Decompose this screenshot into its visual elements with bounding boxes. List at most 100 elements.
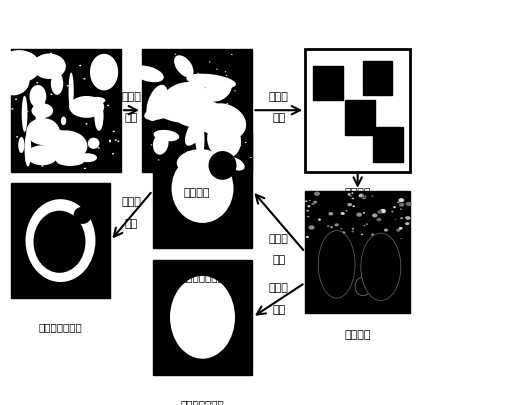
Ellipse shape bbox=[177, 150, 218, 174]
Circle shape bbox=[50, 94, 53, 96]
Ellipse shape bbox=[44, 131, 87, 162]
Circle shape bbox=[79, 66, 81, 67]
Circle shape bbox=[146, 75, 148, 76]
Circle shape bbox=[400, 217, 403, 220]
Ellipse shape bbox=[208, 152, 237, 180]
Circle shape bbox=[351, 193, 353, 194]
Circle shape bbox=[396, 229, 400, 232]
Circle shape bbox=[378, 234, 382, 237]
Circle shape bbox=[361, 196, 367, 200]
Circle shape bbox=[363, 213, 365, 214]
Circle shape bbox=[408, 223, 410, 224]
Circle shape bbox=[366, 224, 368, 226]
Circle shape bbox=[98, 63, 100, 64]
Ellipse shape bbox=[0, 51, 41, 83]
Circle shape bbox=[209, 98, 211, 99]
FancyBboxPatch shape bbox=[11, 50, 121, 172]
Circle shape bbox=[97, 148, 99, 149]
Circle shape bbox=[384, 229, 388, 232]
Text: 细胞核: 细胞核 bbox=[269, 233, 289, 243]
Circle shape bbox=[352, 206, 355, 208]
Circle shape bbox=[378, 237, 381, 239]
Ellipse shape bbox=[25, 132, 31, 167]
Circle shape bbox=[378, 211, 382, 214]
Circle shape bbox=[341, 213, 345, 215]
FancyBboxPatch shape bbox=[305, 50, 410, 172]
FancyBboxPatch shape bbox=[313, 67, 343, 101]
Circle shape bbox=[15, 99, 17, 101]
Circle shape bbox=[84, 168, 86, 170]
Ellipse shape bbox=[51, 73, 63, 96]
Ellipse shape bbox=[78, 154, 97, 163]
Text: 白细胞: 白细胞 bbox=[269, 283, 289, 293]
Ellipse shape bbox=[199, 101, 219, 132]
Text: 细胞质分割结果: 细胞质分割结果 bbox=[38, 321, 83, 331]
Circle shape bbox=[393, 207, 396, 209]
Text: 裁剪结果: 裁剪结果 bbox=[345, 188, 371, 197]
Ellipse shape bbox=[74, 207, 92, 224]
Circle shape bbox=[115, 140, 117, 141]
Circle shape bbox=[64, 134, 66, 136]
Ellipse shape bbox=[18, 138, 24, 153]
Text: 分割: 分割 bbox=[125, 218, 138, 228]
Ellipse shape bbox=[33, 54, 66, 80]
Circle shape bbox=[327, 226, 329, 227]
FancyBboxPatch shape bbox=[373, 128, 403, 162]
Circle shape bbox=[346, 211, 347, 212]
Ellipse shape bbox=[332, 246, 351, 271]
Ellipse shape bbox=[149, 98, 189, 123]
Circle shape bbox=[244, 121, 245, 122]
Circle shape bbox=[405, 223, 409, 226]
Text: 白细胞: 白细胞 bbox=[122, 92, 141, 101]
Circle shape bbox=[83, 79, 85, 80]
Ellipse shape bbox=[22, 96, 27, 132]
Circle shape bbox=[80, 149, 83, 151]
Ellipse shape bbox=[171, 155, 234, 224]
Text: 白细胞分割结果: 白细胞分割结果 bbox=[180, 398, 225, 405]
Circle shape bbox=[356, 213, 362, 217]
Ellipse shape bbox=[26, 146, 58, 166]
Ellipse shape bbox=[35, 94, 45, 126]
Circle shape bbox=[45, 148, 47, 149]
Circle shape bbox=[358, 194, 365, 198]
FancyBboxPatch shape bbox=[345, 101, 375, 135]
Ellipse shape bbox=[64, 143, 80, 160]
Circle shape bbox=[113, 131, 115, 133]
Circle shape bbox=[99, 67, 101, 68]
Circle shape bbox=[158, 160, 159, 161]
Ellipse shape bbox=[144, 99, 190, 121]
Ellipse shape bbox=[194, 115, 205, 157]
Circle shape bbox=[56, 143, 58, 145]
Circle shape bbox=[42, 151, 44, 152]
Circle shape bbox=[231, 55, 232, 56]
Ellipse shape bbox=[154, 130, 179, 142]
Ellipse shape bbox=[153, 134, 168, 155]
Circle shape bbox=[329, 213, 333, 216]
Circle shape bbox=[245, 143, 247, 144]
Circle shape bbox=[399, 198, 404, 203]
FancyBboxPatch shape bbox=[153, 134, 252, 249]
Circle shape bbox=[117, 141, 119, 143]
Circle shape bbox=[307, 216, 309, 218]
Circle shape bbox=[85, 124, 87, 125]
Ellipse shape bbox=[26, 200, 96, 282]
Circle shape bbox=[67, 86, 69, 87]
Ellipse shape bbox=[361, 234, 401, 301]
Circle shape bbox=[12, 109, 14, 111]
Ellipse shape bbox=[185, 109, 211, 146]
Circle shape bbox=[21, 70, 23, 71]
Circle shape bbox=[406, 217, 411, 220]
Circle shape bbox=[347, 203, 352, 207]
Circle shape bbox=[197, 74, 199, 75]
Circle shape bbox=[379, 211, 381, 212]
Ellipse shape bbox=[174, 56, 194, 78]
Circle shape bbox=[157, 146, 158, 147]
Circle shape bbox=[159, 95, 160, 96]
Circle shape bbox=[16, 137, 18, 138]
Ellipse shape bbox=[205, 78, 232, 102]
Ellipse shape bbox=[186, 75, 236, 90]
Text: 原图像: 原图像 bbox=[56, 188, 76, 197]
Circle shape bbox=[380, 209, 386, 214]
Ellipse shape bbox=[69, 97, 104, 119]
Ellipse shape bbox=[56, 156, 85, 166]
